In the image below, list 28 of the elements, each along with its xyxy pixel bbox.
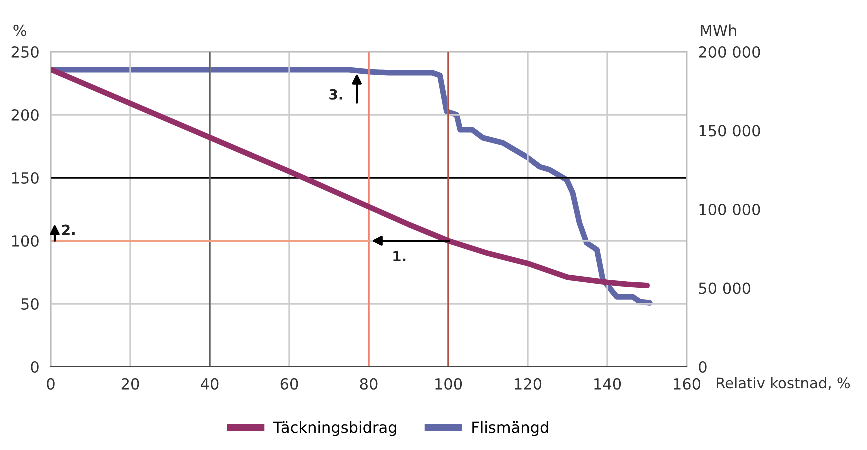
x-tick-label: 0 bbox=[47, 378, 55, 390]
y2-tick-label: 0 bbox=[699, 361, 707, 374]
x-tick-label: 100 bbox=[436, 378, 462, 390]
x-tick-label: 140 bbox=[594, 378, 622, 390]
y-tick-label: 100 bbox=[12, 235, 39, 248]
annotation: 3. bbox=[330, 89, 342, 100]
annotation: 1. bbox=[394, 251, 406, 262]
y-tick-label: 0 bbox=[31, 361, 39, 374]
x-tick-label: 160 bbox=[674, 378, 701, 390]
x-tick-label: 60 bbox=[280, 378, 298, 390]
legend-label: Täckningsbidrag bbox=[273, 421, 396, 436]
y2-tick-label: 150 000 bbox=[700, 125, 760, 137]
legend-label: Flismängd bbox=[472, 421, 548, 436]
y2-tick-label: 50 000 bbox=[699, 282, 751, 294]
y-tick-label: 50 bbox=[22, 298, 39, 310]
y2-tick-label: 100 000 bbox=[700, 204, 760, 216]
x-tick-label: 20 bbox=[122, 378, 140, 390]
x-axis-title: Relativ kostnad, % bbox=[717, 377, 850, 390]
y-tick-label: 200 bbox=[12, 109, 39, 122]
x-tick-label: 120 bbox=[515, 378, 542, 390]
y2-tick-label: 200 000 bbox=[699, 46, 760, 58]
y-axis-title: % bbox=[14, 24, 27, 36]
y2-axis-title: MWh bbox=[701, 24, 736, 36]
y-tick-label: 250 bbox=[12, 46, 39, 58]
annotation: 2. bbox=[62, 224, 75, 236]
x-tick-label: 40 bbox=[201, 378, 219, 390]
y-tick-label: 150 bbox=[12, 172, 39, 184]
x-tick-label: 80 bbox=[360, 378, 378, 390]
